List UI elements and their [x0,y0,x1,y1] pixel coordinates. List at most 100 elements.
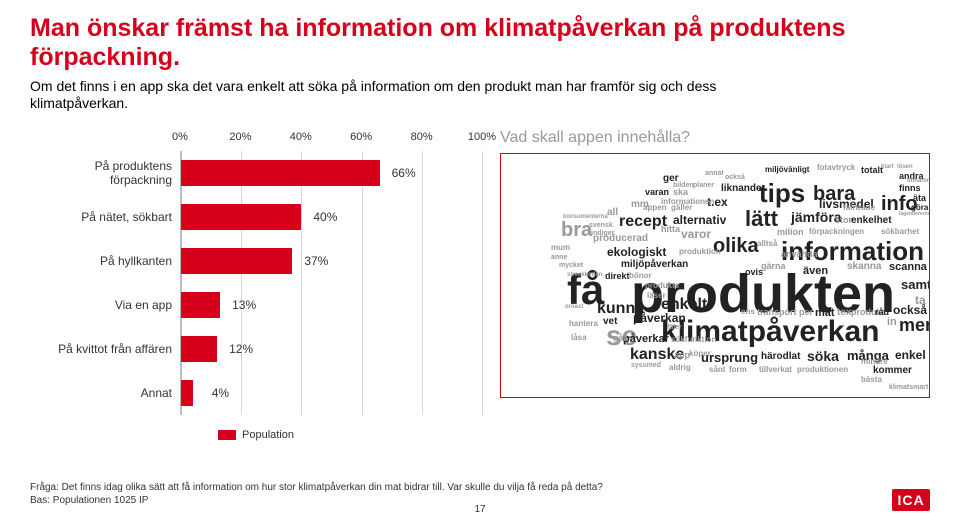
bar-value: 37% [304,254,328,268]
word-cloud-word: ovis [745,268,763,277]
word-cloud-word: all [607,208,618,218]
word-cloud-word: även [803,266,828,277]
bar-row: 66% [181,151,482,195]
word-cloud-word: samt [901,278,930,291]
word-cloud-word: indiger [591,230,614,237]
word-cloud-word: går [613,334,627,343]
bar-value: 66% [392,166,416,180]
bar-label: Annat [30,371,180,415]
bar: 37% [181,248,292,274]
word-cloud-word: också [725,174,745,181]
bars-area: 66% 40% 37% 13% 12% 4% [180,151,482,415]
word-cloud-word: finns [899,184,921,193]
bar-value: 12% [229,342,253,356]
word-cloud-word: appen [643,204,667,212]
word-cloud-word: anne [551,254,567,261]
word-cloud-word: alltså [757,240,777,248]
gridline [482,151,483,415]
word-cloud-word: också [893,304,927,316]
word-cloud-word: mum [551,244,570,252]
word-cloud-word: miljövänligt [765,166,809,174]
word-cloud-word: konsumenterna [563,214,608,220]
word-cloud-word: enkelhet [851,216,892,226]
plot-area: På produktens förpackningPå nätet, sökba… [30,151,482,415]
word-cloud-word: alternativ [673,214,726,226]
word-cloud-word: lösen [897,164,913,170]
word-cloud-word: köper [689,350,711,358]
word-cloud-word: söka [807,349,839,363]
word-cloud-word: scanna [889,262,927,273]
word-cloud-word: annat [705,170,724,177]
word-cloud-word: sökfunktion [671,336,716,344]
bar-label: På produktens förpackning [30,151,180,195]
word-cloud-word: stor [835,216,852,225]
bar-label: Via en app [30,283,180,327]
word-cloud-word: per [799,308,813,317]
word-cloud-word: använda [781,250,818,259]
bar-row: 37% [181,239,482,283]
word-cloud-word: direkt [605,272,630,281]
word-cloud-word: tex [837,308,851,318]
page-number: 17 [474,504,485,515]
word-cloud-word: in [887,317,897,328]
word-cloud-word: recept [619,214,667,230]
word-cloud-word: vet [603,317,617,327]
word-cloud-word: gärna [761,262,786,271]
bar-value: 13% [232,298,256,312]
word-cloud-panel: Vad skall appen innehålla? produktenklim… [500,129,930,398]
bar-row: 12% [181,327,482,371]
word-cloud-word: varor [681,228,711,240]
word-cloud-word: svensk [589,222,613,229]
word-cloud-word: förpackningen [809,228,864,236]
word-cloud-word: enkel [895,349,926,361]
word-cloud-word: streckkoden [567,272,602,278]
word-cloud-word: totalt [861,166,883,175]
word-cloud-word: läser [647,292,666,300]
word-cloud-word: gäller [671,204,692,212]
word-cloud-word: äta [913,194,926,203]
ica-logo: ICA [892,489,930,511]
word-cloud-word: ska [673,188,688,197]
bar-row: 4% [181,371,482,415]
bar-row: 13% [181,283,482,327]
word-cloud-word: sökbarhet [881,228,919,236]
word-cloud-word: app [674,351,690,360]
word-cloud-word: bästa [861,376,882,384]
page-subtitle: Om det finns i en app ska det vara enkel… [30,78,750,113]
word-cloud-word: kommer [873,366,912,376]
word-cloud-word: produktionen [797,366,848,374]
word-cloud-word: tips [759,180,805,206]
legend-swatch [218,430,236,440]
word-cloud-word: tillverkat [759,366,792,374]
word-cloud-word: planer [693,182,714,189]
word-cloud-word: produkts [645,282,679,290]
word-cloud-word: liknande [721,184,762,194]
bar: 66% [181,160,380,186]
legend: Population [30,429,482,441]
word-cloud-word: jämföra [791,210,842,224]
x-tick: 100% [468,131,496,143]
word-cloud-word: form [729,366,747,374]
word-cloud-word: råd [875,308,889,317]
bar: 12% [181,336,217,362]
word-cloud-word: skanna [847,262,881,272]
bar-row: 40% [181,195,482,239]
word-cloud-title: Vad skall appen innehålla? [500,129,930,147]
word-cloud-word: utmaning [907,178,930,184]
bar-label: På nätet, sökbart [30,195,180,239]
word-cloud-word: mycket [559,262,583,269]
row-labels: På produktens förpackningPå nätet, sökba… [30,151,180,415]
word-cloud-word: produktion [679,248,721,256]
footer-line-1: Fråga: Det finns idag olika sätt att få … [30,481,930,494]
word-cloud-word: oroast [565,304,583,310]
bar: 13% [181,292,220,318]
word-cloud-word: bilden [673,182,694,189]
word-cloud-word: låsa [571,334,587,342]
main-row: 0%20%40%60%80%100% På produktens förpack… [30,131,930,441]
x-tick: 0% [172,131,188,143]
x-tick: 60% [350,131,372,143]
word-cloud-word: klart [881,164,894,170]
word-cloud-word: fotavtryck [817,164,855,172]
word-cloud-word: aldrig [669,364,691,372]
word-cloud-word: hitta [661,225,680,234]
